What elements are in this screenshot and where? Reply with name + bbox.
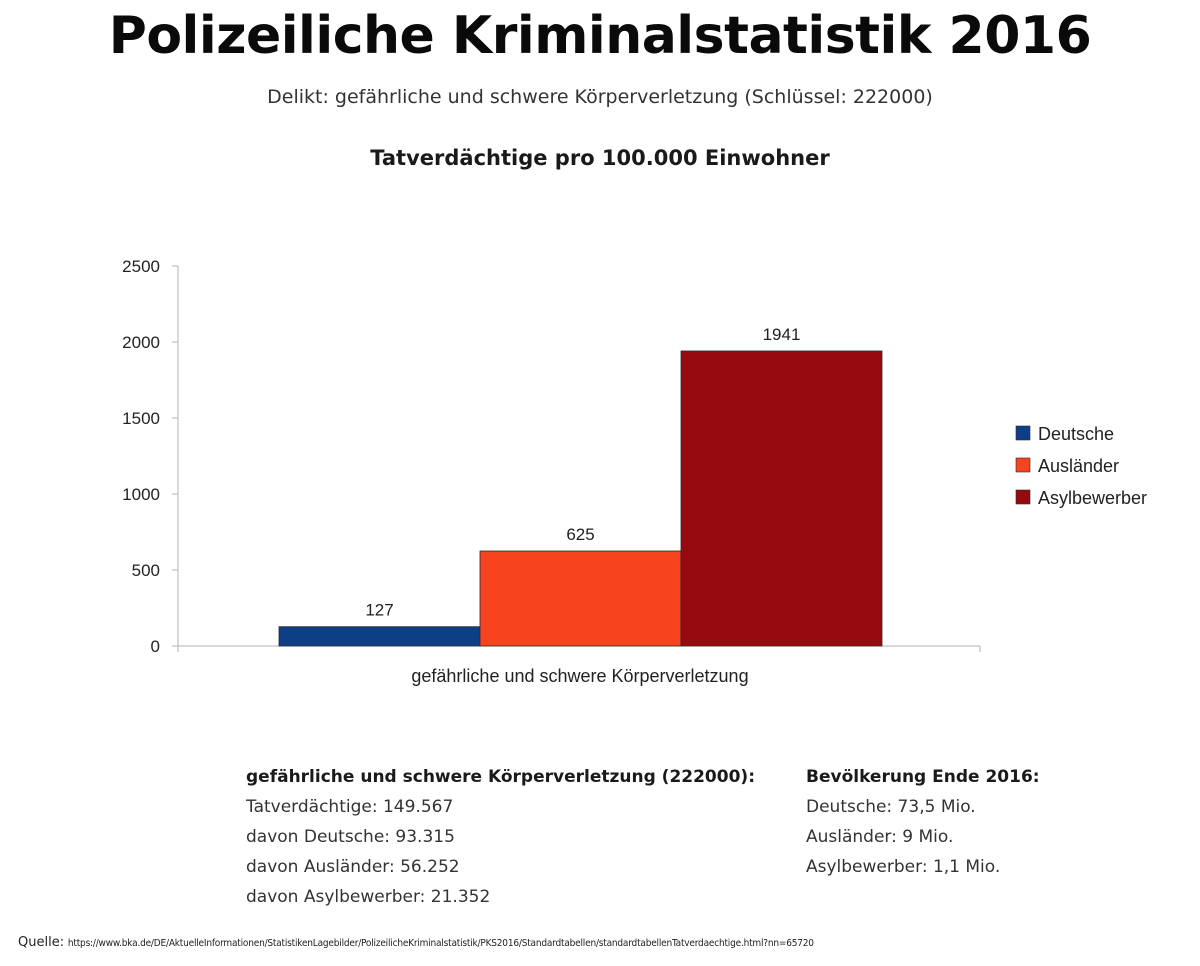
chart-title: Tatverdächtige pro 100.000 Einwohner <box>370 146 830 170</box>
y-tick-label: 1000 <box>122 485 160 504</box>
y-tick-label: 1500 <box>122 409 160 428</box>
data-label: 625 <box>566 525 594 544</box>
legend-label: Ausländer <box>1038 456 1119 476</box>
legend-swatch-asylbewerber <box>1015 489 1031 505</box>
legend-label: Deutsche <box>1038 424 1114 444</box>
offense-stats-line: davon Deutsche: 93.315 <box>246 827 455 847</box>
offense-stats-heading: gefährliche und schwere Körperverletzung… <box>246 767 755 787</box>
population-stats-heading: Bevölkerung Ende 2016: <box>806 767 1040 787</box>
y-tick-label: 2500 <box>122 257 160 276</box>
population-stats-line: Asylbewerber: 1,1 Mio. <box>806 857 1001 877</box>
legend-swatch-deutsche <box>1015 425 1031 441</box>
population-stats-line: Ausländer: 9 Mio. <box>806 827 954 847</box>
source-url[interactable]: https://www.bka.de/DE/AktuelleInformatio… <box>67 938 814 949</box>
bar-ausländer <box>479 550 682 647</box>
source-label: Quelle: <box>18 935 65 950</box>
bar-chart: 0 500 1000 1500 2000 2500 127 625 1941 gefährlich… <box>122 257 1147 686</box>
bar-asylbewerber <box>680 350 883 647</box>
page-subtitle: Delikt: gefährliche und schwere Körperve… <box>267 86 933 108</box>
data-label: 1941 <box>763 325 801 344</box>
y-tick-label: 0 <box>151 637 160 656</box>
offense-stats: gefährliche und schwere Körperverletzung… <box>246 762 755 912</box>
page-title: Polizeiliche Kriminalstatistik 2016 <box>108 6 1092 66</box>
x-category-label: gefährliche und schwere Körperverletzung <box>411 666 748 686</box>
data-label: 127 <box>365 601 393 620</box>
offense-stats-line: davon Asylbewerber: 21.352 <box>246 887 491 907</box>
legend-label: Asylbewerber <box>1038 488 1147 508</box>
population-stats: Bevölkerung Ende 2016: Deutsche: 73,5 Mi… <box>806 762 1040 882</box>
y-tick-label: 500 <box>132 561 160 580</box>
legend-swatch-ausländer <box>1015 457 1031 473</box>
source-citation: Quelle: https://www.bka.de/DE/AktuelleIn… <box>18 935 814 950</box>
offense-stats-line: Tatverdächtige: 149.567 <box>246 797 454 817</box>
bar-deutsche <box>278 626 481 647</box>
y-tick-label: 2000 <box>122 333 160 352</box>
population-stats-line: Deutsche: 73,5 Mio. <box>806 797 976 817</box>
offense-stats-line: davon Ausländer: 56.252 <box>246 857 460 877</box>
